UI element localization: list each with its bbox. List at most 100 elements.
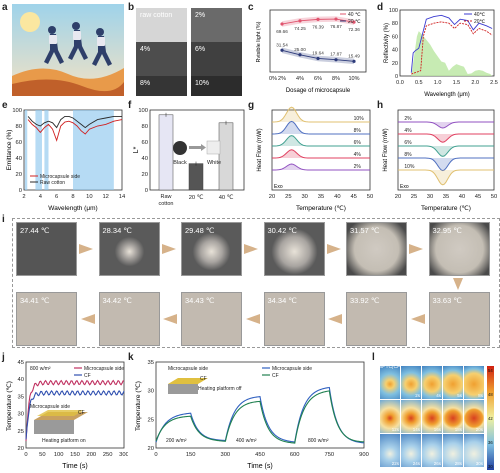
chart-c-ylabel: Rvisible light (%): [256, 21, 262, 62]
thermal-map-time: 4s: [436, 393, 441, 398]
chart-g: 20 25 30 35 40 45 50 10% 8% 6% 4% 2% Temperature (℃…: [257, 106, 373, 212]
chart-h-exo: Exo: [400, 184, 409, 190]
panel-label-k: k: [128, 352, 134, 363]
thermal-map-cell: 30s: [464, 434, 484, 467]
chart-d-xtick: 2.5: [490, 80, 498, 86]
chart-c-data-label: 72.36: [348, 27, 360, 32]
chart-h-ylabel: Heat Flow (mW): [383, 128, 389, 171]
chart-j-series-line: [25, 379, 125, 442]
panel-label-e: e: [2, 100, 8, 111]
chart-g-exo: Exo: [274, 184, 283, 190]
thermal-map-cell: 12s: [380, 400, 400, 433]
chart-j-ytick: 30: [18, 412, 24, 418]
chart-e-xtick: 2: [22, 194, 25, 200]
chart-d-ytick: 60: [392, 34, 398, 40]
g-curve-fill: [272, 121, 370, 134]
chart-k-xtick: 900: [359, 452, 369, 458]
thermal-frame-temp: 34.42 ℃: [102, 296, 132, 305]
thermal-map-cell: 8s: [464, 366, 484, 399]
chart-d-ytick: 100: [389, 8, 398, 14]
chart-j-xtick: 50: [39, 452, 45, 458]
chart-e-ytick: 0: [19, 188, 22, 194]
chart-g-xlabel: Temperature (℃): [296, 205, 346, 212]
thermal-frame: 31.57 ℃: [346, 222, 407, 276]
fabric-thumb-10: 10%: [191, 76, 242, 96]
arrow-head-icon: [201, 144, 206, 151]
chart-c-legend-label: 20 ℃: [348, 19, 361, 25]
chart-k-ylabel: Temperature (℃): [135, 381, 142, 431]
g-xtick: 30: [301, 194, 307, 200]
chart-c-data-label: 76.87: [330, 24, 342, 29]
heating-platform-icon: [168, 384, 198, 394]
runners-illustration: [12, 4, 124, 96]
thermal-map-cell: 14s: [401, 400, 421, 433]
thermal-map-cell: 20s: [464, 400, 484, 433]
chart-d-xtick: 1.5: [453, 80, 461, 86]
sun-icon: [20, 12, 40, 32]
chart-c-legend-label: 40 ℃: [348, 12, 361, 18]
chart-c-xtick: 6%: [314, 76, 322, 82]
thermal-map-cell: [380, 366, 400, 399]
colorbar-tick: 30: [488, 464, 493, 469]
chart-j-ytick: 35: [18, 394, 24, 400]
thermal-map-cell: 5s: [443, 366, 463, 399]
h-curve: [398, 121, 494, 129]
chart-e-xlabel: Wavelength (μm): [48, 205, 97, 212]
chart-j-series-line: [25, 389, 125, 440]
chart-k-annotation: 800 w/m²: [308, 438, 329, 444]
chart-k-ytick: 30: [148, 389, 154, 395]
chart-d-series-line: [411, 21, 493, 75]
colorbar-tick: 48: [488, 392, 493, 397]
thermal-map-time: 2s: [415, 393, 420, 398]
chart-h: 20 25 30 35 40 45 50 2% 4% 6% 8% 10% Temperature (℃…: [383, 109, 497, 212]
sequence-arrow-right: [79, 244, 93, 254]
chart-c-data-label: 31.54: [276, 42, 288, 47]
thermal-map-cell: 28s: [443, 434, 463, 467]
thermal-frame: 34.34 ℃: [263, 292, 325, 346]
chart-j-annotation: Microcapsule side: [30, 404, 70, 410]
g-curve: [271, 149, 370, 159]
chart-f-category: cotton: [159, 201, 174, 207]
chart-d-ylabel: Reflectivity (%): [384, 23, 390, 63]
thermal-frame-temp: 33.63 ℃: [432, 296, 462, 305]
chart-e-ylabel: Emittance (%): [6, 130, 13, 171]
chart-j-ytick: 25: [18, 429, 24, 435]
chart-d-ytick: 80: [392, 21, 398, 27]
chart-c-xlabel: Dosage of microcapsule: [286, 88, 351, 94]
chart-f-bar: [218, 122, 234, 191]
thermal-map-time: 20s: [475, 427, 483, 432]
h-xtick: 20: [395, 194, 401, 200]
g-curve-label: 2%: [354, 164, 362, 170]
panel-label-j: j: [2, 352, 5, 363]
chart-h-xlabel: Temperature (℃): [421, 205, 471, 212]
thermal-frame: 34.42 ℃: [98, 292, 160, 346]
chart-f-category: Raw: [160, 194, 171, 200]
chart-c-xtick: 10%: [348, 76, 359, 82]
sequence-arrow-down: [453, 278, 463, 290]
chart-j-xlabel: Time (s): [62, 463, 87, 470]
thermal-map-cell: 26s: [422, 434, 442, 467]
g-curve: [271, 120, 370, 135]
thermal-frame: 27.44 ℃: [16, 222, 77, 276]
thermal-frame-temp: 28.34 ℃: [102, 226, 132, 235]
microcapsule-layer-icon: [37, 410, 84, 416]
h-curve-fill: [398, 122, 494, 128]
chart-k-xtick: 150: [186, 452, 196, 458]
chart-d-xlabel: Wavelength (μm): [424, 92, 470, 98]
chart-k-annotation: Microcapsule side: [168, 366, 208, 372]
chart-j-ytick: 45: [18, 360, 24, 366]
chart-e-ytick: 60: [16, 140, 22, 146]
chart-d-xtick: 2.0: [471, 80, 479, 86]
panel-label-b: b: [128, 2, 135, 13]
chart-f-ytick: 0: [145, 188, 148, 194]
chart-c-point: [280, 48, 284, 52]
chart-d-series-line: [410, 14, 493, 73]
chart-k-xlabel: Time (s): [247, 463, 272, 470]
chart-f-ytick: 100: [138, 108, 148, 114]
chart-c-data-label: 74.25: [294, 26, 306, 31]
chart-e-ytick: 80: [16, 124, 22, 130]
chart-c-point: [334, 58, 338, 62]
chart-f-ytick: 60: [142, 140, 148, 146]
h-xtick: 45: [475, 194, 481, 200]
chart-j: 0 50 100 150 200 250 300 20 25 30 35 40 45 Microcapsu…: [6, 360, 128, 470]
